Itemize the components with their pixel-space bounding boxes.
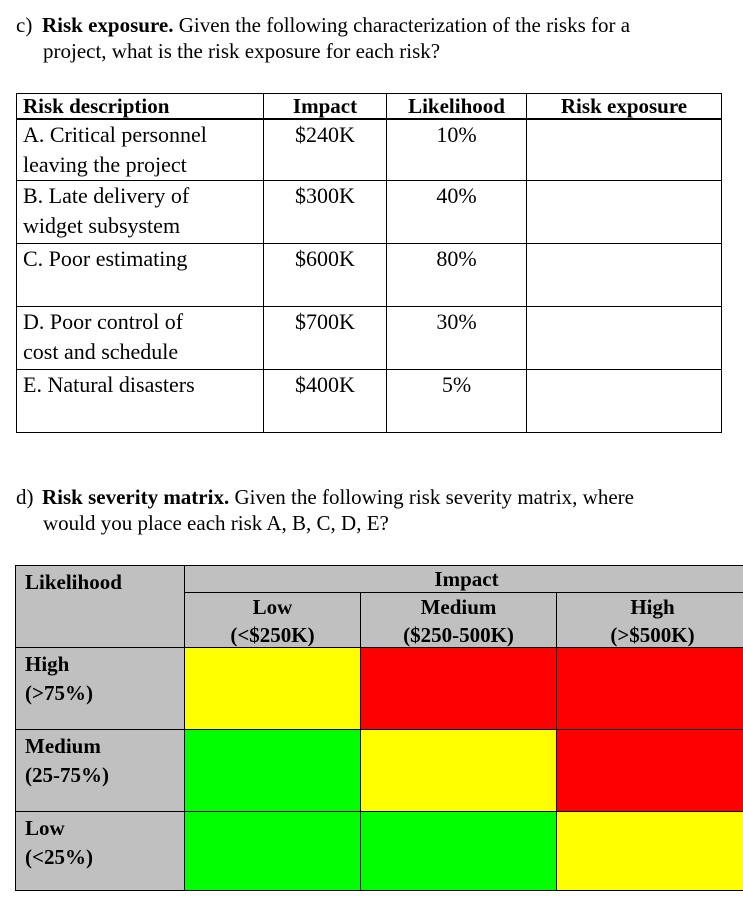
risk-description-line1: A. Critical personnel	[23, 122, 207, 147]
question-d-title: Risk severity matrix.	[42, 485, 230, 509]
row-name: Low	[25, 816, 65, 840]
header-likelihood: Likelihood	[386, 93, 527, 120]
impact-cell: $400K	[263, 369, 387, 433]
matrix-cell-medium-high[interactable]	[556, 729, 743, 812]
table-header-row: Risk description Impact Likelihood Risk …	[16, 93, 722, 120]
row-name: Medium	[25, 734, 101, 758]
row-range: (25-75%)	[25, 763, 109, 787]
header-impact: Impact	[263, 93, 387, 120]
matrix-cell-low-medium[interactable]	[360, 811, 557, 891]
row-range: (<25%)	[25, 845, 93, 869]
column-range: (>$500K)	[610, 623, 695, 647]
table-row: C. Poor estimating $600K 80%	[16, 243, 722, 307]
impact-cell: $600K	[263, 243, 387, 307]
risk-exposure-table: Risk description Impact Likelihood Risk …	[16, 93, 722, 433]
column-range: (<$250K)	[230, 623, 315, 647]
matrix-cell-low-high[interactable]	[556, 811, 743, 891]
header-risk-exposure: Risk exposure	[526, 93, 722, 120]
column-header-low: Low (<$250K)	[184, 592, 361, 648]
question-c-text-2: project, what is the risk exposure for e…	[43, 39, 441, 63]
row-name: High	[25, 652, 70, 676]
row-header-high: High (>75%)	[15, 647, 185, 730]
header-risk-description: Risk description	[16, 93, 264, 120]
question-d-label: d)	[16, 485, 34, 509]
risk-severity-matrix: Likelihood Impact Low (<$250K) Medium ($…	[15, 565, 743, 891]
column-name: Low	[252, 595, 293, 619]
risk-description-cell: C. Poor estimating	[16, 243, 264, 307]
likelihood-header-cell: Likelihood	[15, 565, 185, 648]
matrix-cell-low-low[interactable]	[184, 811, 361, 891]
impact-header-cell: Impact	[184, 565, 743, 593]
risk-description-line1: B. Late delivery of	[23, 183, 190, 208]
column-name: High	[630, 595, 675, 619]
impact-cell: $240K	[263, 118, 387, 181]
question-c: c) Risk exposure. Given the following cha…	[16, 12, 630, 64]
risk-description-line2: widget subsystem	[23, 213, 181, 238]
impact-cell: $700K	[263, 306, 387, 370]
risk-description-cell: B. Late delivery of widget subsystem	[16, 180, 264, 244]
question-c-title: Risk exposure.	[42, 13, 174, 37]
table-row: A. Critical personnel leaving the projec…	[16, 118, 722, 181]
matrix-cell-medium-low[interactable]	[184, 729, 361, 812]
matrix-cell-medium-medium[interactable]	[360, 729, 557, 812]
question-d: d) Risk severity matrix. Given the follow…	[16, 484, 634, 536]
risk-description-line1: C. Poor estimating	[23, 246, 188, 271]
risk-exposure-cell[interactable]	[526, 180, 722, 244]
matrix-cell-high-medium[interactable]	[360, 647, 557, 730]
likelihood-cell: 40%	[386, 180, 527, 244]
column-header-medium: Medium ($250-500K)	[360, 592, 557, 648]
likelihood-cell: 10%	[386, 118, 527, 181]
risk-description-line2: leaving the project	[23, 152, 187, 177]
risk-description-cell: E. Natural disasters	[16, 369, 264, 433]
likelihood-cell: 5%	[386, 369, 527, 433]
risk-description-line1: E. Natural disasters	[23, 372, 195, 397]
risk-exposure-cell[interactable]	[526, 306, 722, 370]
column-range: ($250-500K)	[403, 623, 514, 647]
question-c-text: Given the following characterization of …	[173, 13, 631, 37]
row-range: (>75%)	[25, 681, 93, 705]
table-row: E. Natural disasters $400K 5%	[16, 369, 722, 433]
question-d-text-2: would you place each risk A, B, C, D, E?	[43, 511, 389, 535]
impact-cell: $300K	[263, 180, 387, 244]
risk-exposure-cell[interactable]	[526, 243, 722, 307]
row-header-low: Low (<25%)	[15, 811, 185, 891]
table-row: B. Late delivery of widget subsystem $30…	[16, 180, 722, 244]
matrix-cell-high-high[interactable]	[556, 647, 743, 730]
question-c-label: c)	[16, 13, 33, 37]
likelihood-cell: 30%	[386, 306, 527, 370]
likelihood-header: Likelihood	[25, 570, 122, 594]
risk-description-cell: D. Poor control of cost and schedule	[16, 306, 264, 370]
table-row: D. Poor control of cost and schedule $70…	[16, 306, 722, 370]
impact-header: Impact	[434, 567, 499, 591]
question-d-text: Given the following risk severity matrix…	[229, 485, 634, 509]
column-name: Medium	[420, 595, 497, 619]
risk-description-cell: A. Critical personnel leaving the projec…	[16, 118, 264, 181]
risk-description-line2: cost and schedule	[23, 339, 179, 364]
matrix-cell-high-low[interactable]	[184, 647, 361, 730]
risk-exposure-cell[interactable]	[526, 369, 722, 433]
row-header-medium: Medium (25-75%)	[15, 729, 185, 812]
risk-exposure-cell[interactable]	[526, 118, 722, 181]
risk-description-line1: D. Poor control of	[23, 309, 184, 334]
likelihood-cell: 80%	[386, 243, 527, 307]
column-header-high: High (>$500K)	[556, 592, 743, 648]
